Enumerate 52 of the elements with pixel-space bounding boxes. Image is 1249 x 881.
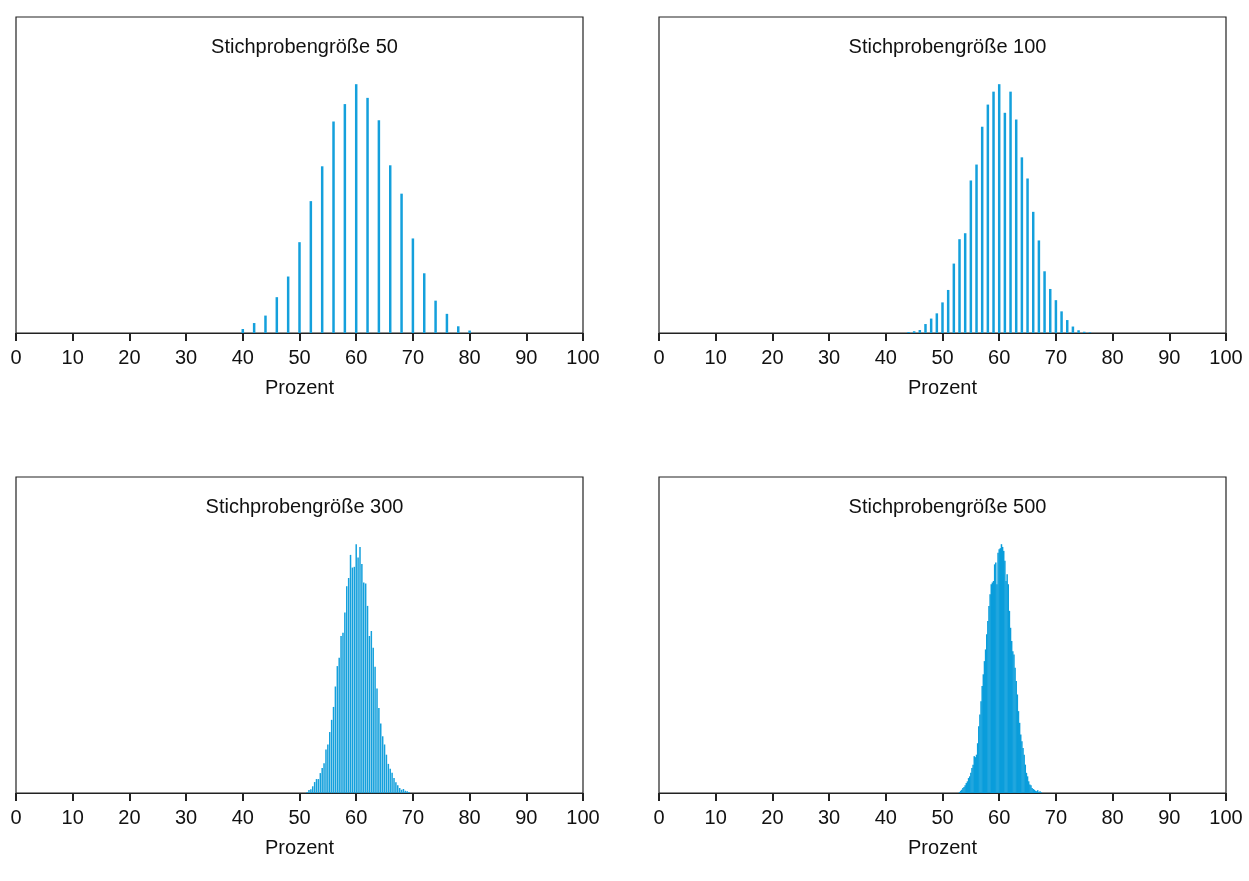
x-tick-label: 10 <box>704 346 727 368</box>
x-axis-title: Prozent <box>908 376 978 398</box>
x-tick-label: 10 <box>61 346 84 368</box>
chart-title: Stichprobengröße 300 <box>205 495 404 517</box>
x-tick-label: 40 <box>874 346 897 368</box>
x-tick-label: 70 <box>1044 346 1068 368</box>
x-tick-label: 50 <box>931 806 954 828</box>
x-tick-label: 30 <box>174 346 198 368</box>
x-tick-label: 0 <box>653 346 665 368</box>
x-tick-label: 100 <box>566 346 600 368</box>
x-tick-label: 40 <box>874 806 897 828</box>
x-tick-label: 10 <box>61 806 84 828</box>
x-tick-label: 90 <box>1158 346 1181 368</box>
x-tick-label: 60 <box>988 346 1011 368</box>
chart-title: Stichprobengröße 50 <box>211 35 398 57</box>
x-tick-label: 60 <box>988 806 1011 828</box>
x-tick-label: 90 <box>515 346 538 368</box>
x-tick-label: 30 <box>817 806 841 828</box>
x-tick-label: 100 <box>566 806 600 828</box>
x-tick-label: 20 <box>761 346 784 368</box>
x-tick-label: 30 <box>817 346 841 368</box>
x-tick-label: 0 <box>653 806 665 828</box>
x-tick-label: 70 <box>401 806 425 828</box>
x-tick-label: 0 <box>10 806 22 828</box>
chart-title: Stichprobengröße 100 <box>848 35 1047 57</box>
x-tick-label: 70 <box>1044 806 1068 828</box>
x-tick-label: 80 <box>1101 346 1124 368</box>
x-axis-title: Prozent <box>265 376 335 398</box>
x-tick-label: 80 <box>1101 806 1124 828</box>
x-tick-label: 80 <box>458 806 481 828</box>
x-tick-label: 90 <box>1158 806 1181 828</box>
x-tick-label: 60 <box>345 346 368 368</box>
x-tick-label: 40 <box>231 806 254 828</box>
x-tick-label: 80 <box>458 346 481 368</box>
x-tick-label: 100 <box>1209 806 1243 828</box>
x-tick-label: 50 <box>931 346 954 368</box>
x-axis-title: Prozent <box>265 836 335 858</box>
x-tick-label: 50 <box>288 806 311 828</box>
x-tick-label: 50 <box>288 346 311 368</box>
x-tick-label: 0 <box>10 346 22 368</box>
x-tick-label: 10 <box>704 806 727 828</box>
x-tick-label: 100 <box>1209 346 1243 368</box>
chart-title: Stichprobengröße 500 <box>848 495 1047 517</box>
x-tick-label: 20 <box>118 346 141 368</box>
x-tick-label: 20 <box>118 806 141 828</box>
x-axis-title: Prozent <box>908 836 978 858</box>
x-tick-label: 90 <box>515 806 538 828</box>
x-tick-label: 70 <box>401 346 425 368</box>
x-tick-label: 20 <box>761 806 784 828</box>
x-tick-label: 60 <box>345 806 368 828</box>
x-tick-label: 40 <box>231 346 254 368</box>
x-tick-label: 30 <box>174 806 198 828</box>
